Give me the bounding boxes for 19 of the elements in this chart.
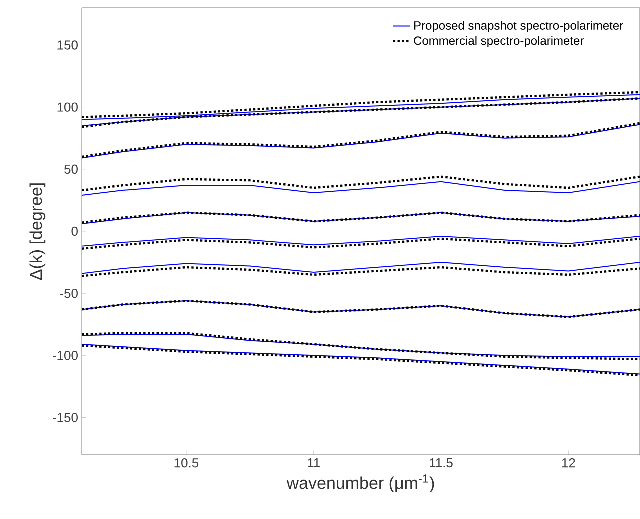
line-series [82, 176, 640, 192]
line-series [82, 266, 640, 278]
y-axis-title: Δ(k) [degree] [30, 184, 46, 280]
y-tick-label: 100 [58, 102, 78, 112]
x-tick-label: 11.5 [430, 458, 453, 468]
x-axis-title: wavenumber (μm$^{-1}$) [286, 474, 434, 493]
legend-label: Commercial spectro-polarimeter [414, 36, 584, 48]
y-tick-label: 50 [64, 164, 78, 174]
x-tick-label: 12 [562, 458, 576, 468]
legend-label: Proposed snapshot spectro-polarimeter [414, 21, 624, 32]
y-tick-label: 150 [58, 40, 78, 50]
y-tick-label: -150 [53, 413, 78, 422]
y-tick-label: -100 [53, 351, 78, 360]
x-tick-label: 11 [308, 458, 320, 468]
line-series [82, 262, 640, 274]
x-tick-label: 10.5 [174, 458, 199, 468]
y-tick-label: 0 [72, 226, 78, 236]
line-series [82, 181, 640, 196]
y-tick-label: -50 [60, 288, 78, 298]
